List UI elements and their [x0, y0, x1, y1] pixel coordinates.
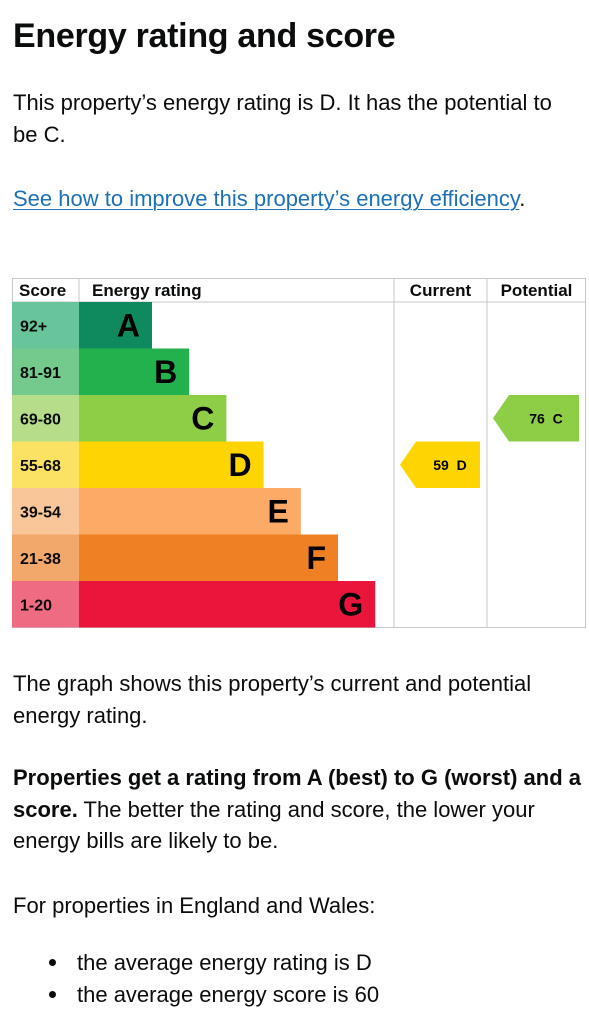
band-letter-d: D: [228, 447, 251, 483]
band-bar-d: [79, 441, 264, 488]
score-label-c: 69-80: [20, 411, 61, 428]
score-cell-b: [12, 348, 79, 395]
band-letter-c: C: [191, 400, 214, 436]
header-current: Current: [410, 281, 472, 300]
list-item: the average energy score is 60: [0, 979, 379, 1011]
band-letter-f: F: [306, 540, 326, 576]
score-cell-f: [12, 534, 79, 581]
score-label-b: 81-91: [20, 365, 61, 382]
current-arrow: [400, 441, 480, 488]
intro-text: This property’s energy rating is D. It h…: [13, 90, 552, 147]
ratings-paragraph: Properties get a rating from A (best) to…: [13, 762, 583, 857]
score-cell-d: [12, 441, 79, 488]
score-cell-c: [12, 395, 79, 442]
band-letter-e: E: [267, 493, 288, 529]
current-arrow-label: 59 D: [433, 457, 466, 473]
score-cell-g: [12, 581, 79, 628]
band-letter-b: B: [154, 354, 177, 390]
score-cell-a: [12, 302, 79, 349]
header-energy-rating: Energy rating: [92, 281, 202, 300]
band-letter-a: A: [117, 307, 140, 343]
improve-suffix: .: [519, 186, 526, 211]
improve-paragraph: See how to improve this property’s energ…: [13, 183, 553, 215]
band-letter-g: G: [338, 586, 363, 622]
score-label-e: 39-54: [20, 504, 61, 521]
energy-rating-chart-svg: Score Energy rating Current Potential 92+ A 81…: [12, 278, 586, 628]
band-bar-f: [79, 534, 338, 581]
header-potential: Potential: [501, 281, 573, 300]
score-label-a: 92+: [20, 318, 47, 335]
list-item: the average energy rating is D: [0, 947, 379, 979]
score-cell-e: [12, 488, 79, 535]
band-bar-g: [79, 581, 376, 628]
england-wales-text: For properties in England and Wales:: [13, 893, 376, 918]
band-bar-b: [79, 348, 190, 395]
improve-efficiency-link[interactable]: See how to improve this property’s energ…: [13, 186, 520, 211]
band-bar-c: [79, 395, 227, 442]
ratings-rest-text: The better the rating and score, the low…: [13, 796, 535, 854]
band-bar-e: [79, 488, 301, 535]
potential-arrow: [493, 395, 579, 442]
potential-arrow-label: 76 C: [529, 410, 562, 426]
ratings-bold-text: Properties get a rating from A (best) to…: [13, 765, 581, 822]
page-title: Energy rating and score: [13, 17, 396, 55]
score-label-d: 55-68: [20, 458, 61, 475]
band-bar-a: [79, 302, 152, 349]
score-label-g: 1-20: [20, 597, 52, 614]
header-score: Score: [19, 281, 66, 300]
graph-caption: The graph shows this property’s current …: [13, 671, 532, 728]
score-label-f: 21-38: [20, 551, 61, 568]
energy-rating-chart: Score Energy rating Current Potential 92+ A 81…: [12, 278, 586, 628]
averages-list: the average energy rating is D the avera…: [0, 947, 379, 1010]
